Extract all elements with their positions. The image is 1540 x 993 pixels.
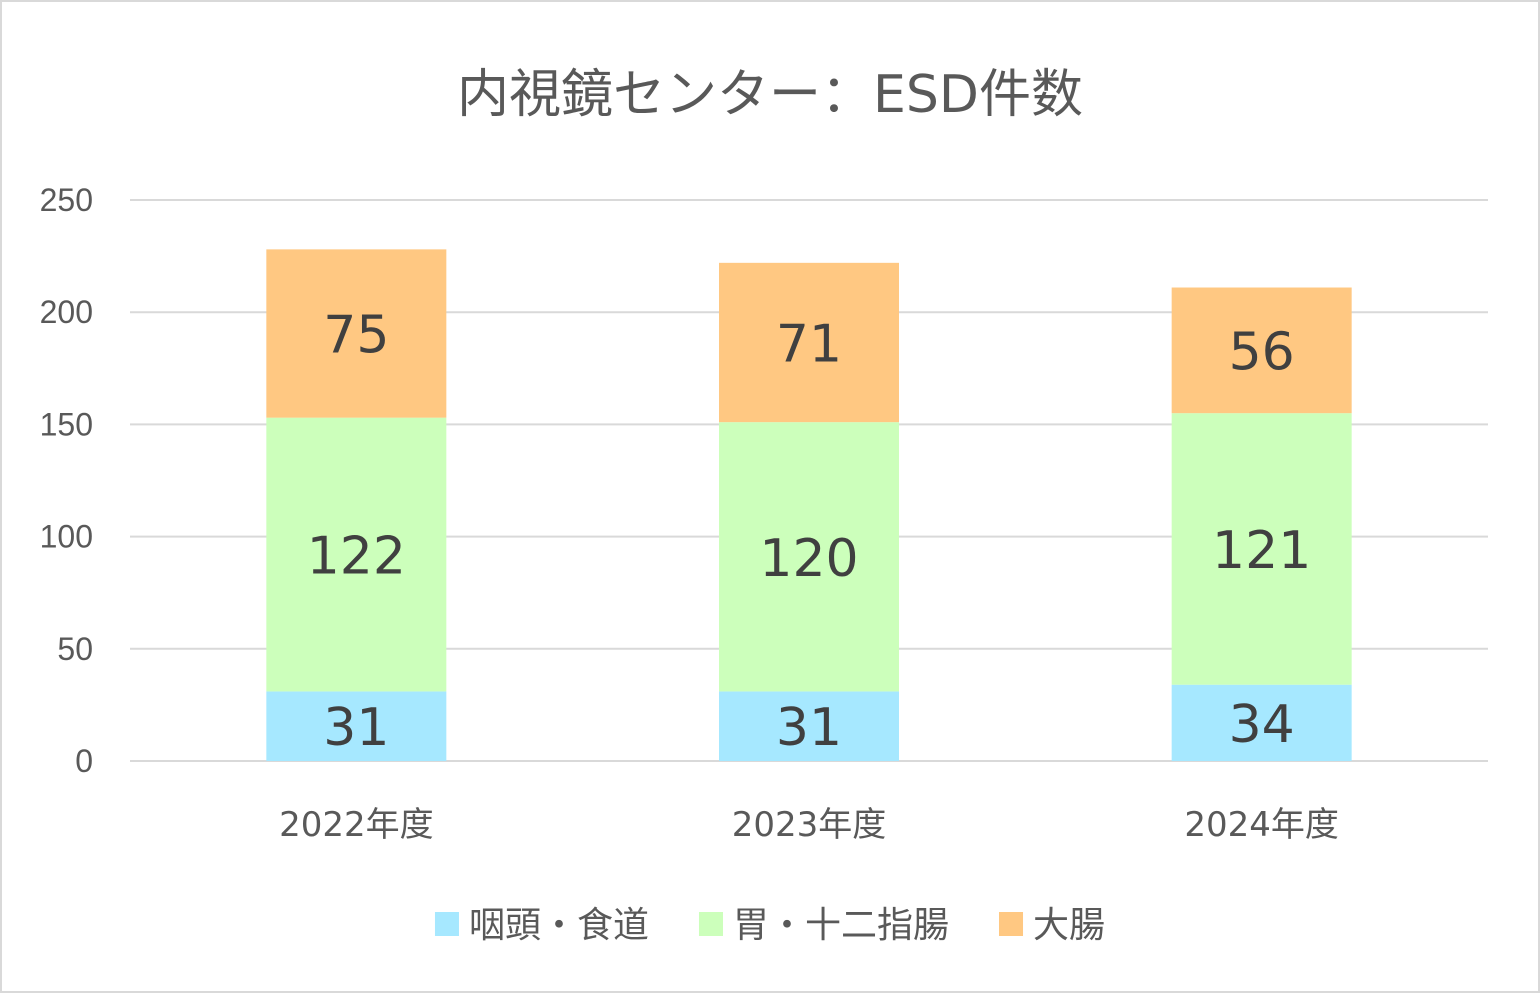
legend-item: 胃・十二指腸	[698, 905, 949, 946]
data-label: 121	[1212, 521, 1311, 581]
legend-item: 大腸	[999, 905, 1105, 946]
legend-label: 大腸	[1033, 905, 1105, 946]
y-tick-label: 200	[40, 294, 93, 330]
bars	[266, 249, 1352, 761]
data-label: 31	[323, 698, 389, 758]
y-tick-label: 0	[75, 743, 93, 779]
legend-swatch	[434, 912, 459, 936]
legend: 咽頭・食道 胃・十二指腸 大腸	[434, 905, 1105, 946]
bar-segment	[719, 422, 899, 692]
data-label: 71	[776, 314, 842, 374]
y-axis-ticks: 0 50 100 150 200 250	[40, 182, 93, 779]
bar-segment	[719, 691, 899, 761]
data-labels: 31 122 75 31 120 71 34 121 56	[307, 306, 1312, 759]
y-tick-label: 100	[40, 519, 93, 555]
legend-label: 胃・十二指腸	[733, 905, 949, 946]
bar-segment	[1171, 413, 1352, 685]
bar-segment	[1171, 287, 1352, 414]
bar-segment	[266, 249, 447, 418]
legend-item: 咽頭・食道	[434, 905, 649, 946]
legend-swatch	[999, 912, 1024, 936]
y-tick-label: 150	[40, 406, 93, 442]
bar-segment	[266, 417, 447, 692]
x-axis-categories: 2022年度 2023年度 2024年度	[279, 805, 1339, 845]
x-category-label: 2023年度	[732, 805, 887, 845]
bar-segment	[1171, 684, 1352, 761]
data-label: 122	[307, 527, 406, 587]
x-category-label: 2024年度	[1184, 805, 1339, 845]
bar-segment	[266, 691, 447, 761]
data-label: 56	[1229, 322, 1295, 382]
chart-title: 内視鏡センター：ESD件数	[457, 65, 1083, 125]
y-tick-label: 50	[57, 631, 93, 667]
data-label: 120	[759, 529, 858, 589]
legend-label: 咽頭・食道	[469, 905, 649, 946]
data-label: 75	[323, 306, 389, 366]
x-category-label: 2022年度	[279, 805, 434, 845]
data-label: 34	[1229, 695, 1295, 755]
y-tick-label: 250	[40, 182, 93, 218]
bar-segment	[719, 262, 899, 423]
data-label: 31	[776, 698, 842, 758]
legend-swatch	[698, 912, 723, 936]
